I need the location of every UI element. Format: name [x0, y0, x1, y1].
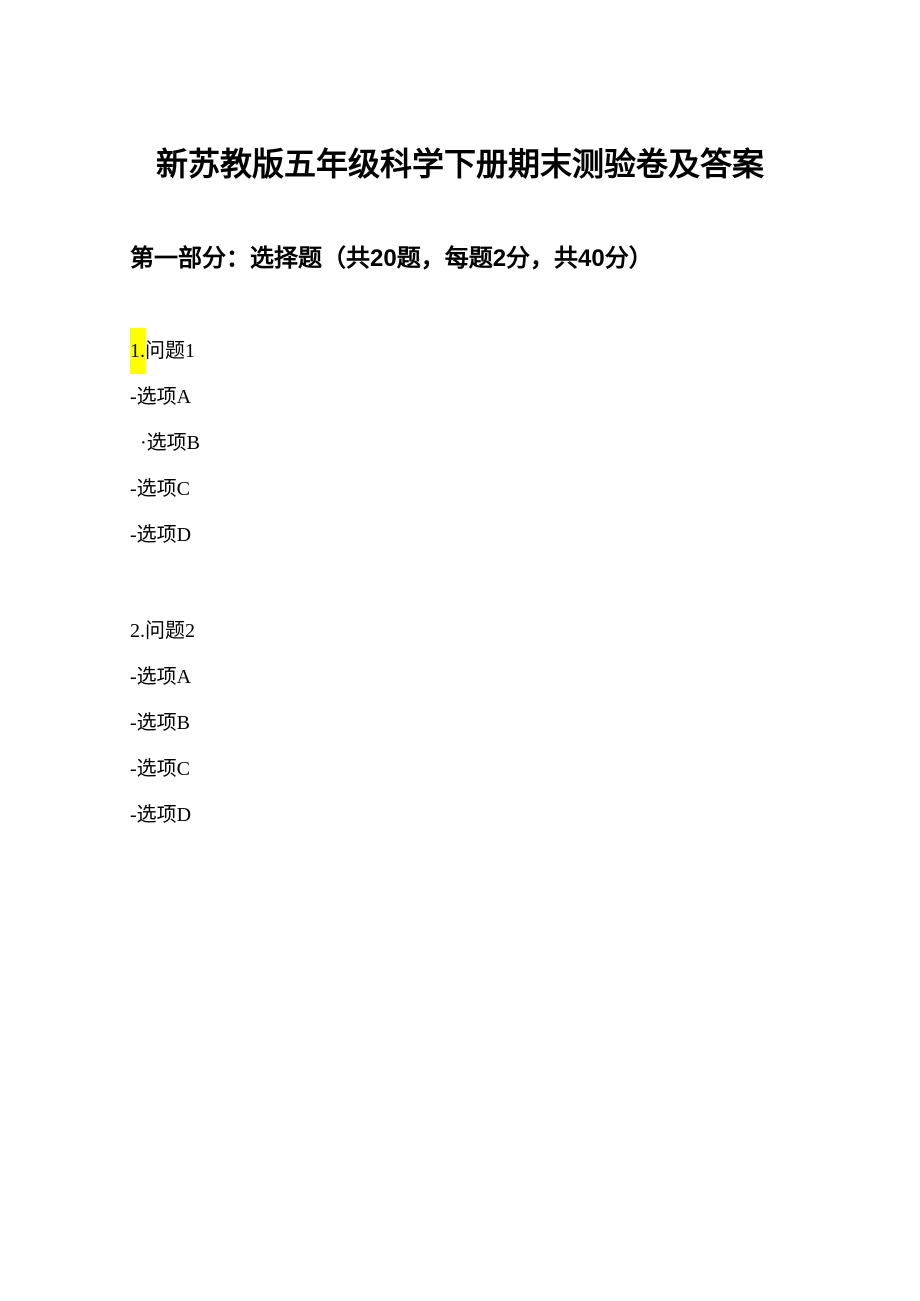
section-header: 第一部分：选择题（共20题，每题2分，共40分） [130, 238, 790, 273]
option-line: -选项A [130, 654, 790, 700]
option-line: -选项D [130, 792, 790, 838]
option-line: -选项C [130, 466, 790, 512]
option-line: -选项A [130, 374, 790, 420]
question-line: 2.问题2 [130, 608, 790, 654]
question-block: 1.问题1-选项A·选项B-选项C-选项D [130, 328, 790, 558]
question-number-highlight: 1. [130, 328, 145, 374]
question-line: 1.问题1 [130, 328, 790, 374]
option-line: ·选项B [130, 420, 790, 466]
option-line: -选项D [130, 512, 790, 558]
document-title: 新苏教版五年级科学下册期末测验卷及答案 [130, 140, 790, 188]
question-text: 问题1 [145, 340, 195, 362]
questions-container: 1.问题1-选项A·选项B-选项C-选项D2.问题2-选项A-选项B-选项C-选… [130, 328, 790, 838]
option-line: -选项B [130, 700, 790, 746]
question-block: 2.问题2-选项A-选项B-选项C-选项D [130, 608, 790, 838]
option-line: -选项C [130, 746, 790, 792]
